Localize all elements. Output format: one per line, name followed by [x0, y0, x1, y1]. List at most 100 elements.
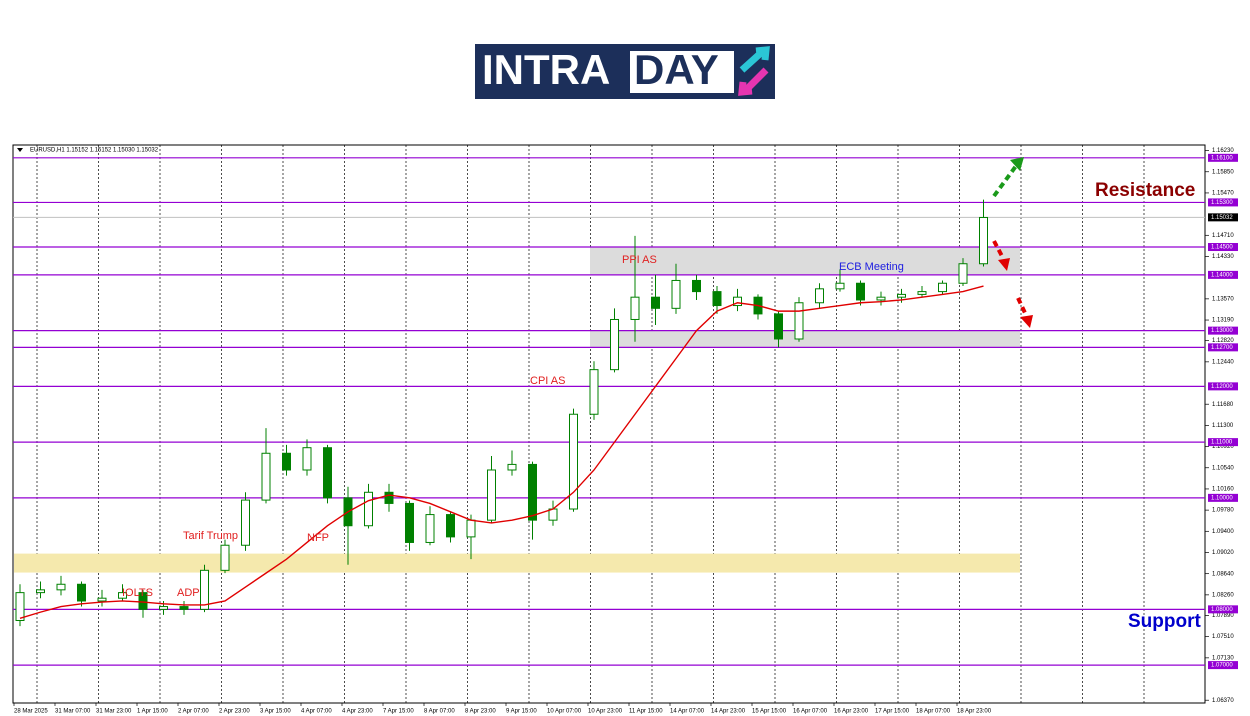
support-label: Support — [1128, 611, 1201, 632]
level-label: 1.16100 — [1211, 155, 1233, 161]
y-tick-label: 1.08260 — [1212, 592, 1234, 598]
x-tick-label: 7 Apr 15:00 — [383, 709, 414, 715]
annotation: NFP — [307, 532, 329, 544]
x-tick-label: 31 Mar 23:00 — [96, 709, 132, 715]
x-tick-label: 17 Apr 15:00 — [875, 709, 910, 715]
candle-body — [77, 583, 86, 602]
logo-box — [630, 51, 734, 93]
annotation: IOLTS — [122, 587, 153, 599]
level-label: 1.13000 — [1211, 328, 1233, 334]
y-tick-label: 1.16230 — [1212, 148, 1234, 154]
last-price-label: 1.15032 — [1211, 215, 1233, 221]
menu-icon — [17, 148, 23, 152]
resistance-label: Resistance — [1095, 180, 1195, 201]
level-label: 1.11000 — [1211, 440, 1233, 446]
x-tick-label: 14 Apr 07:00 — [670, 709, 705, 715]
level-label-box — [1208, 661, 1238, 670]
x-tick-label: 4 Apr 23:00 — [342, 709, 373, 715]
x-tick-label: 16 Apr 23:00 — [834, 709, 869, 715]
x-tick-label: 2 Apr 23:00 — [219, 709, 250, 715]
candle-body — [958, 263, 968, 284]
annotation: PPI AS — [622, 254, 657, 266]
level-label: 1.07000 — [1211, 663, 1233, 669]
x-tick-label: 10 Apr 23:00 — [588, 709, 623, 715]
level-label-box — [1208, 605, 1238, 614]
x-tick-label: 14 Apr 23:00 — [711, 709, 746, 715]
candle-body — [835, 282, 845, 290]
candle-body — [815, 288, 824, 304]
arrow — [1016, 297, 1028, 316]
y-tick-label: 1.15470 — [1212, 191, 1234, 197]
chart-title: EURUSD,H1 1.15152 1.15152 1.15030 1.1503… — [30, 148, 159, 154]
x-tick-label: 2 Apr 07:00 — [178, 709, 209, 715]
candle-body — [179, 606, 189, 610]
level-label-box — [1208, 270, 1238, 279]
candle-body — [507, 463, 517, 471]
x-tick-label: 31 Mar 07:00 — [55, 709, 91, 715]
x-tick-label: 15 Apr 15:00 — [752, 709, 787, 715]
candle-body — [241, 499, 250, 546]
candle-body — [282, 452, 291, 471]
annotation: ADP — [177, 587, 200, 599]
logo-arrow — [739, 46, 770, 73]
candle-body — [15, 592, 25, 621]
y-tick-label: 1.08640 — [1212, 571, 1234, 577]
level-label: 1.12000 — [1211, 384, 1233, 390]
annotation: Tarif Trump — [183, 530, 238, 542]
arrow-head — [1010, 157, 1024, 171]
y-tick-label: 1.09780 — [1212, 508, 1234, 514]
candle-body — [364, 491, 373, 527]
y-tick-label: 1.06370 — [1212, 698, 1234, 704]
level-label-box — [1208, 493, 1238, 502]
candle-body — [548, 508, 558, 521]
logo-text: INTRA — [482, 46, 610, 93]
level-label: 1.15300 — [1211, 200, 1233, 206]
candle-body — [159, 606, 168, 610]
level-label-box — [1208, 382, 1238, 391]
logo: INTRA DAY — [475, 44, 775, 99]
arrow — [992, 164, 1018, 198]
arrow-head — [1020, 315, 1033, 328]
y-tick-label: 1.13570 — [1212, 296, 1234, 302]
candle-body — [712, 291, 722, 307]
candle-body — [56, 583, 66, 591]
candle-body — [569, 413, 578, 510]
moving-average — [19, 285, 984, 619]
x-tick-label: 10 Apr 07:00 — [547, 709, 582, 715]
candle-body — [323, 447, 332, 499]
candle-body — [733, 296, 742, 307]
candle-body — [487, 469, 496, 521]
x-tick-label: 3 Apr 15:00 — [260, 709, 291, 715]
level-label-box — [1208, 153, 1238, 162]
y-tick-label: 1.10540 — [1212, 465, 1234, 471]
candle-body — [897, 293, 906, 298]
last-price-box — [1208, 213, 1238, 222]
x-tick-label: 11 Apr 15:00 — [629, 709, 663, 715]
y-tick-label: 1.07130 — [1212, 655, 1234, 661]
grid — [36, 145, 1145, 703]
x-tick-label: 9 Apr 15:00 — [506, 709, 537, 715]
candle-body — [302, 447, 312, 471]
candle-body — [138, 592, 148, 610]
y-tick-label: 1.10920 — [1212, 444, 1234, 450]
x-tick-label: 1 Apr 15:00 — [137, 709, 168, 715]
level-label: 1.14500 — [1211, 245, 1233, 251]
zone — [590, 330, 1020, 348]
x-tick-label: 18 Apr 23:00 — [957, 709, 992, 715]
zone — [14, 553, 1020, 573]
candle-body — [118, 592, 127, 599]
level-label-box — [1208, 343, 1238, 352]
candle-body — [876, 296, 886, 301]
candle-body — [917, 291, 927, 295]
annotation: ECB Meeting — [839, 261, 904, 273]
level-label: 1.14000 — [1211, 272, 1233, 278]
logo-arrow — [738, 67, 769, 96]
level-label: 1.08000 — [1211, 607, 1233, 613]
candle-body — [97, 597, 107, 602]
y-tick-label: 1.10160 — [1212, 487, 1234, 493]
level-label-box — [1208, 198, 1238, 207]
y-tick-label: 1.15850 — [1212, 169, 1234, 175]
candle-body — [938, 282, 947, 293]
y-tick-label: 1.14710 — [1212, 233, 1234, 239]
